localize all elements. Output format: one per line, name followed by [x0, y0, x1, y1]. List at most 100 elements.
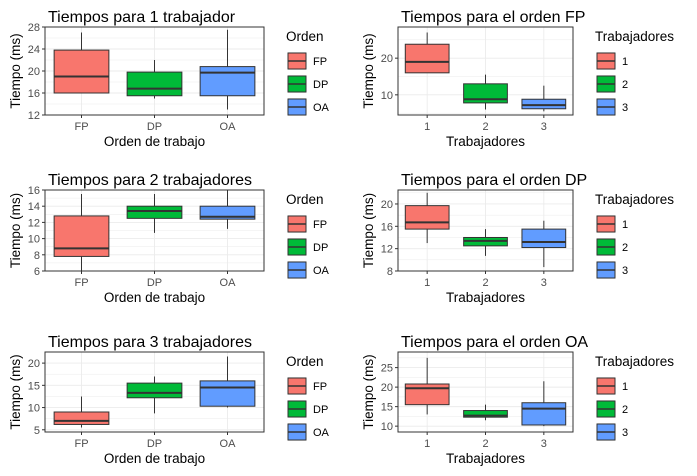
- box-2: [463, 410, 508, 418]
- legend-label: 3: [622, 427, 628, 439]
- x-tick-label: 1: [424, 121, 430, 133]
- x-tick-label: OA: [220, 438, 237, 450]
- y-tick-label: 16: [28, 88, 40, 100]
- box-1: [404, 205, 450, 230]
- legend: Trabajadores 1 2 3: [595, 354, 674, 441]
- legend-label: 1: [622, 219, 628, 231]
- legend-title: Orden: [286, 192, 324, 207]
- box-2: [463, 83, 508, 104]
- box-1: [404, 43, 450, 74]
- chart-panel-5: 5 10 15 20 FP DP OA Tiempos para 3 trabajadores…: [8, 334, 330, 466]
- legend-label: DP: [313, 242, 328, 254]
- legend-label: OA: [313, 427, 330, 439]
- box-3: [521, 402, 567, 426]
- x-tick-label: OA: [220, 121, 237, 133]
- legend-title: Trabajadores: [595, 29, 674, 44]
- legend-label: 3: [622, 265, 628, 277]
- y-tick-label: 6: [34, 266, 40, 278]
- legend: Trabajadores 1 2 3: [595, 192, 674, 279]
- legend-label: 1: [622, 381, 628, 393]
- y-tick-label: 10: [381, 90, 393, 102]
- y-tick-label: 12: [28, 217, 40, 229]
- y-tick-label: 8: [387, 266, 393, 278]
- x-tick-label: DP: [147, 277, 162, 289]
- x-axis-label: Orden de trabajo: [104, 134, 205, 149]
- chart-panel-2: 10 20 1 2 3 Tiempos para el orden FP Trabajado…: [361, 9, 674, 149]
- x-tick-label: 2: [482, 121, 488, 133]
- chart-title: Tiempos para 1 trabajador: [48, 9, 236, 26]
- chart-panel-3: 6 8 10 12 14 16 FP DP OA Tiempos para 2 trabajado…: [8, 172, 330, 305]
- x-tick-label: 2: [482, 277, 488, 289]
- legend: Orden FP DP OA: [286, 29, 330, 116]
- x-axis-label: Trabajadores: [446, 290, 525, 305]
- box-DP: [126, 71, 183, 97]
- legend-title: Orden: [286, 29, 324, 44]
- y-axis-label: Tiempo (ms): [8, 193, 23, 268]
- chart-title: Tiempos para el orden DP: [401, 172, 587, 189]
- y-tick-label: 20: [28, 358, 40, 370]
- legend-label: DP: [313, 79, 328, 91]
- legend-label: OA: [313, 265, 330, 277]
- legend-label: 2: [622, 79, 628, 91]
- legend: Orden FP DP OA: [286, 354, 330, 441]
- box-1: [404, 383, 450, 406]
- legend: Orden FP DP OA: [286, 192, 330, 279]
- x-tick-label: 1: [424, 438, 430, 450]
- box-DP: [126, 205, 183, 219]
- legend-title: Orden: [286, 354, 324, 369]
- legend-title: Trabajadores: [595, 192, 674, 207]
- box-FP: [53, 49, 110, 94]
- y-tick-label: 8: [34, 250, 40, 262]
- y-tick-label: 20: [381, 382, 393, 394]
- legend-label: DP: [313, 404, 328, 416]
- x-tick-label: OA: [220, 277, 237, 289]
- chart-title: Tiempos para el orden OA: [401, 334, 588, 351]
- box-DP: [126, 382, 183, 399]
- y-axis-label: Tiempo (ms): [361, 354, 376, 429]
- x-tick-label: 3: [541, 121, 547, 133]
- box-3: [521, 98, 567, 110]
- legend-label: OA: [313, 102, 330, 114]
- chart-panel-6: 10 15 20 25 1 2 3 Tiempos para el orden OA Traba…: [361, 334, 674, 466]
- y-tick-label: 14: [28, 201, 40, 213]
- y-tick-label: 25: [381, 363, 393, 375]
- y-tick-label: 24: [28, 44, 40, 56]
- y-tick-label: 5: [34, 425, 40, 437]
- legend-label: 1: [622, 56, 628, 68]
- legend-label: 2: [622, 242, 628, 254]
- chart-panel-1: 12 16 20 24 28 FP DP OA Tiempos para 1 trabajado…: [8, 9, 330, 149]
- y-tick-label: 20: [381, 53, 393, 65]
- y-tick-label: 15: [28, 380, 40, 392]
- y-tick-label: 10: [28, 403, 40, 415]
- y-axis-label: Tiempo (ms): [361, 33, 376, 108]
- box-FP: [53, 215, 110, 257]
- box-FP: [53, 411, 110, 425]
- legend-title: Trabajadores: [595, 354, 674, 369]
- box-3: [521, 228, 567, 249]
- legend-label: FP: [313, 219, 327, 231]
- chart-title: Tiempos para 2 trabajadores: [48, 172, 252, 189]
- y-axis-label: Tiempo (ms): [361, 193, 376, 268]
- x-tick-label: FP: [74, 438, 88, 450]
- y-tick-label: 16: [28, 185, 40, 197]
- x-axis-label: Trabajadores: [446, 134, 525, 149]
- x-tick-label: 2: [482, 438, 488, 450]
- x-tick-label: FP: [74, 277, 88, 289]
- y-axis-label: Tiempo (ms): [8, 354, 23, 429]
- legend: Trabajadores 1 2 3: [595, 29, 674, 116]
- box-OA: [199, 66, 256, 97]
- x-axis-label: Orden de trabajo: [104, 290, 205, 305]
- y-axis-label: Tiempo (ms): [8, 33, 23, 108]
- y-tick-label: 15: [381, 402, 393, 414]
- x-axis-label: Orden de trabajo: [104, 451, 205, 466]
- x-axis-label: Trabajadores: [446, 451, 525, 466]
- x-tick-label: 3: [541, 277, 547, 289]
- box-OA: [199, 380, 256, 407]
- x-tick-label: 3: [541, 438, 547, 450]
- legend-label: 2: [622, 404, 628, 416]
- chart-title: Tiempos para 3 trabajadores: [48, 334, 252, 351]
- chart-title: Tiempos para el orden FP: [401, 9, 585, 26]
- y-tick-label: 20: [28, 66, 40, 78]
